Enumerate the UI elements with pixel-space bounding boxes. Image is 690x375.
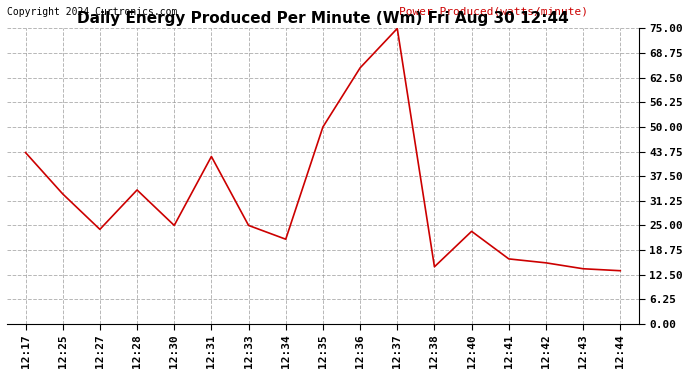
Title: Daily Energy Produced Per Minute (Wm) Fri Aug 30 12:44: Daily Energy Produced Per Minute (Wm) Fr… [77, 11, 569, 26]
Text: Power Produced(watts/minute): Power Produced(watts/minute) [399, 7, 588, 16]
Text: Copyright 2024 Curtronics.com: Copyright 2024 Curtronics.com [7, 7, 177, 16]
